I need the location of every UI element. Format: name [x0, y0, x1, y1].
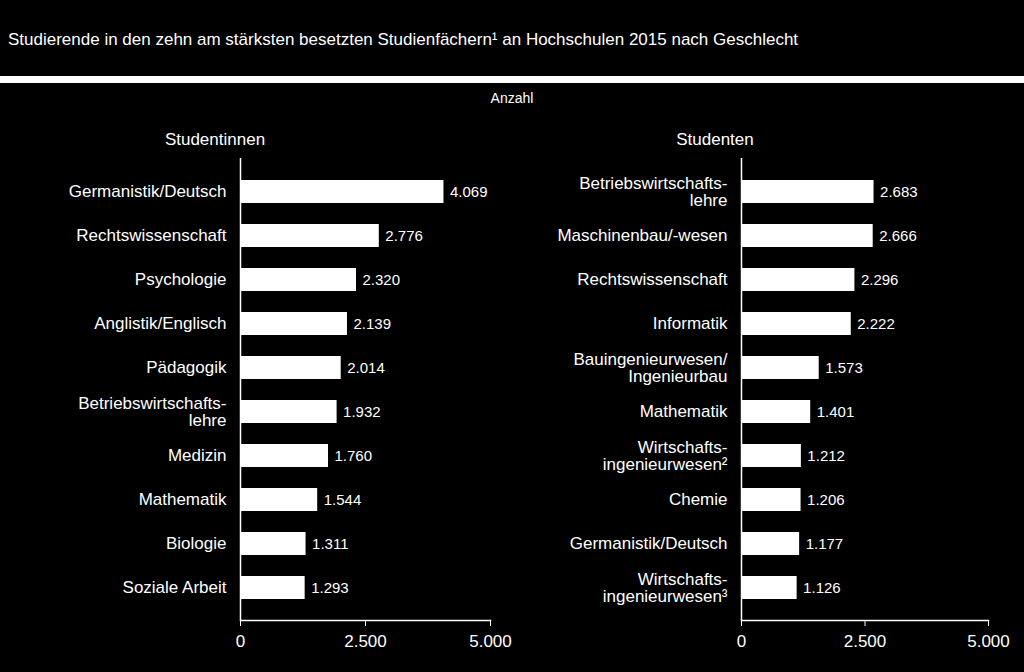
- svg-text:Medizin: Medizin: [168, 446, 227, 465]
- svg-text:1.760: 1.760: [335, 447, 373, 464]
- svg-text:Maschinenbau/-wesen: Maschinenbau/-wesen: [557, 226, 727, 245]
- svg-text:Betriebswirtschafts-lehre: Betriebswirtschafts-lehre: [78, 394, 226, 430]
- html-text:Studenten: Studenten: [676, 130, 754, 149]
- svg-text:Soziale Arbeit: Soziale Arbeit: [123, 578, 227, 597]
- svg-text:1.206: 1.206: [807, 491, 845, 508]
- svg-text:Anglistik/Englisch: Anglistik/Englisch: [94, 314, 226, 333]
- svg-text:Psychologie: Psychologie: [135, 270, 227, 289]
- svg-text:Chemie: Chemie: [669, 490, 728, 509]
- svg-text:2.296: 2.296: [861, 271, 899, 288]
- svg-text:Mathematik: Mathematik: [640, 402, 728, 421]
- svg-text:2.222: 2.222: [857, 315, 895, 332]
- html-text:Studentinnen: Studentinnen: [164, 130, 266, 149]
- svg-text:0: 0: [236, 632, 245, 651]
- svg-text:Rechtswissenschaft: Rechtswissenschaft: [76, 226, 227, 245]
- svg-text:1.293: 1.293: [311, 579, 349, 596]
- svg-text:2.500: 2.500: [844, 632, 887, 651]
- svg-text:1.401: 1.401: [817, 403, 855, 420]
- svg-text:2.666: 2.666: [879, 227, 917, 244]
- svg-text:1.573: 1.573: [825, 359, 863, 376]
- html-text:Studierende in den zehn am stä: Studierende in den zehn am stärksten bes…: [8, 30, 799, 49]
- svg-text:Bauingenieurwesen/Ingenieurbau: Bauingenieurwesen/Ingenieurbau: [573, 350, 727, 386]
- svg-text:2.320: 2.320: [363, 271, 401, 288]
- svg-text:1.126: 1.126: [803, 579, 841, 596]
- svg-text:1.177: 1.177: [806, 535, 844, 552]
- html-text:Anzahl: Anzahl: [490, 90, 534, 106]
- svg-text:Biologie: Biologie: [166, 534, 227, 553]
- svg-text:5.000: 5.000: [469, 632, 512, 651]
- svg-text:Germanistik/Deutsch: Germanistik/Deutsch: [69, 182, 227, 201]
- svg-text:2.776: 2.776: [385, 227, 423, 244]
- svg-text:4.069: 4.069: [450, 183, 488, 200]
- svg-text:Germanistik/Deutsch: Germanistik/Deutsch: [570, 534, 728, 553]
- svg-text:Betriebswirtschafts-lehre: Betriebswirtschafts-lehre: [579, 174, 727, 210]
- svg-text:Wirtschafts-ingenieurwesen³: Wirtschafts-ingenieurwesen³: [603, 570, 728, 606]
- svg-text:2.500: 2.500: [344, 632, 387, 651]
- svg-text:0: 0: [737, 632, 746, 651]
- svg-text:1.932: 1.932: [343, 403, 381, 420]
- svg-text:1.544: 1.544: [324, 491, 362, 508]
- svg-text:1.212: 1.212: [807, 447, 845, 464]
- svg-text:Rechtswissenschaft: Rechtswissenschaft: [577, 270, 728, 289]
- svg-text:Pädagogik: Pädagogik: [146, 358, 227, 377]
- svg-text:2.683: 2.683: [880, 183, 918, 200]
- svg-text:Mathematik: Mathematik: [139, 490, 227, 509]
- svg-text:2.139: 2.139: [353, 315, 391, 332]
- svg-text:5.000: 5.000: [967, 632, 1010, 651]
- svg-text:Informatik: Informatik: [653, 314, 728, 333]
- svg-text:1.311: 1.311: [312, 535, 348, 552]
- svg-text:2.014: 2.014: [347, 359, 385, 376]
- svg-text:Wirtschafts-ingenieurwesen²: Wirtschafts-ingenieurwesen²: [603, 438, 728, 474]
